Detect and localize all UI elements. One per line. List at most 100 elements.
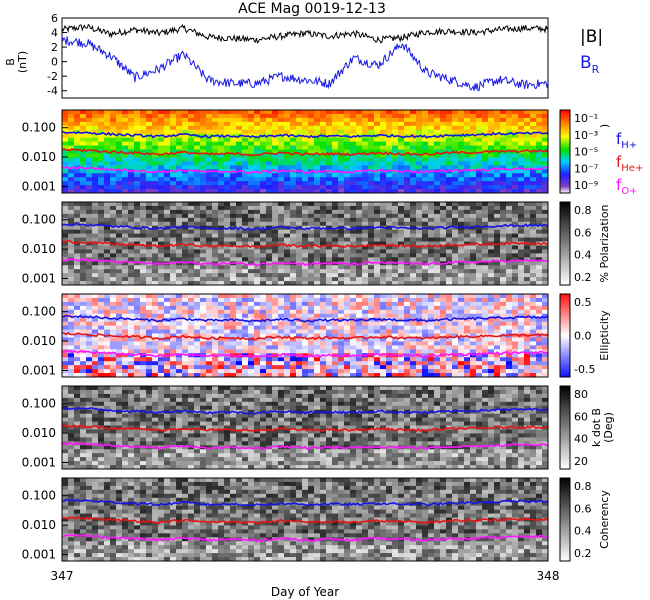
heatmap-cell	[536, 161, 543, 166]
heatmap-cell	[332, 157, 339, 162]
heatmap-cell	[542, 325, 549, 330]
heatmap-cell	[392, 125, 399, 131]
heatmap-cell	[86, 173, 93, 178]
heatmap-cell	[188, 225, 195, 231]
heatmap-cell	[308, 117, 315, 123]
heatmap-cell	[488, 361, 495, 366]
heatmap-cell	[74, 357, 81, 362]
heatmap-cell	[452, 209, 459, 215]
heatmap-cell	[146, 253, 153, 258]
heatmap-cell	[242, 241, 249, 246]
heatmap-cell	[86, 261, 93, 266]
heatmap-cell	[404, 157, 411, 162]
heatmap-cell	[266, 345, 273, 350]
heatmap-cell	[302, 253, 309, 258]
heatmap-cell	[74, 153, 81, 158]
heatmap-cell	[320, 221, 327, 227]
heatmap-cell	[356, 165, 363, 170]
heatmap-cell	[272, 209, 279, 215]
heatmap-cell	[350, 273, 357, 278]
heatmap-cell	[428, 309, 435, 315]
heatmap-cell	[176, 349, 183, 354]
heatmap-cell	[218, 253, 225, 258]
heatmap-cell	[506, 177, 513, 182]
heatmap-cell	[230, 233, 237, 238]
heatmap-cell	[536, 329, 543, 334]
heatmap-cell	[506, 294, 513, 299]
heatmap-cell	[290, 365, 297, 370]
heatmap-cell	[86, 202, 93, 207]
heatmap-cell	[422, 221, 429, 227]
heatmap-cell	[362, 209, 369, 215]
heatmap-cell	[326, 117, 333, 123]
heatmap-cell	[182, 309, 189, 315]
heatmap-cell	[338, 213, 345, 219]
heatmap-cell	[452, 125, 459, 131]
heatmap-cell	[326, 221, 333, 227]
heatmap-cell	[188, 125, 195, 131]
heatmap-cell	[116, 177, 123, 182]
heatmap-cell	[236, 329, 243, 334]
heatmap-cell	[224, 121, 231, 127]
heatmap-cell	[500, 349, 507, 354]
heatmap-cell	[236, 117, 243, 123]
heatmap-cell	[74, 245, 81, 250]
heatmap-cell	[506, 313, 513, 319]
heatmap-cell	[452, 257, 459, 262]
heatmap-cell	[482, 181, 489, 186]
heatmap-cell	[344, 273, 351, 278]
mag-tick-label: 0	[51, 56, 58, 69]
heatmap-cell	[146, 317, 153, 323]
heatmap-cell	[254, 357, 261, 362]
heatmap-cell	[452, 217, 459, 223]
heatmap-cell	[236, 294, 243, 299]
heatmap-cell	[194, 229, 201, 235]
heatmap-cell	[74, 145, 81, 150]
heatmap-cell	[344, 325, 351, 330]
heatmap-cell	[86, 145, 93, 150]
heatmap-cell	[398, 181, 405, 186]
heatmap-cell	[398, 273, 405, 278]
heatmap-cell	[446, 233, 453, 238]
heatmap-cell	[332, 349, 339, 354]
heatmap-cell	[500, 353, 507, 358]
heatmap-cell	[434, 265, 441, 270]
heatmap-cell	[524, 361, 531, 366]
heatmap-cell	[536, 353, 543, 358]
heatmap-cell	[278, 225, 285, 231]
heatmap-cell	[482, 229, 489, 235]
heatmap-cell	[536, 110, 543, 115]
heatmap-cell	[116, 121, 123, 127]
heatmap-cell	[134, 277, 141, 282]
heatmap-cell	[92, 321, 99, 327]
heatmap-cell	[434, 237, 441, 242]
heatmap-cell	[458, 237, 465, 242]
heatmap-cell	[518, 269, 525, 274]
heatmap-cell	[434, 177, 441, 182]
heatmap-cell	[338, 341, 345, 346]
colorbar-tick-label: 10⁻⁷	[574, 162, 598, 175]
heatmap-cell	[146, 165, 153, 170]
heatmap-cell	[170, 337, 177, 342]
heatmap-cell	[164, 281, 171, 286]
heatmap-cell	[218, 245, 225, 250]
heatmap-cell	[176, 157, 183, 162]
heatmap-cell	[314, 145, 321, 150]
heatmap-cell	[134, 229, 141, 235]
heatmap-cell	[218, 277, 225, 282]
heatmap-cell	[524, 177, 531, 182]
heatmap-cell	[140, 349, 147, 354]
heatmap-cell	[218, 313, 225, 319]
heatmap-cell	[368, 317, 375, 323]
heatmap-cell	[410, 257, 417, 262]
heatmap-cell	[386, 157, 393, 162]
heatmap-cell	[206, 269, 213, 274]
heatmap-cell	[296, 181, 303, 186]
heatmap-cell	[440, 277, 447, 282]
heatmap-cell	[170, 205, 177, 211]
heatmap-cell	[428, 161, 435, 166]
heatmap-cell	[386, 245, 393, 250]
heatmap-cell	[254, 249, 261, 254]
heatmap-cell	[260, 157, 267, 162]
heatmap-cell	[476, 153, 483, 158]
